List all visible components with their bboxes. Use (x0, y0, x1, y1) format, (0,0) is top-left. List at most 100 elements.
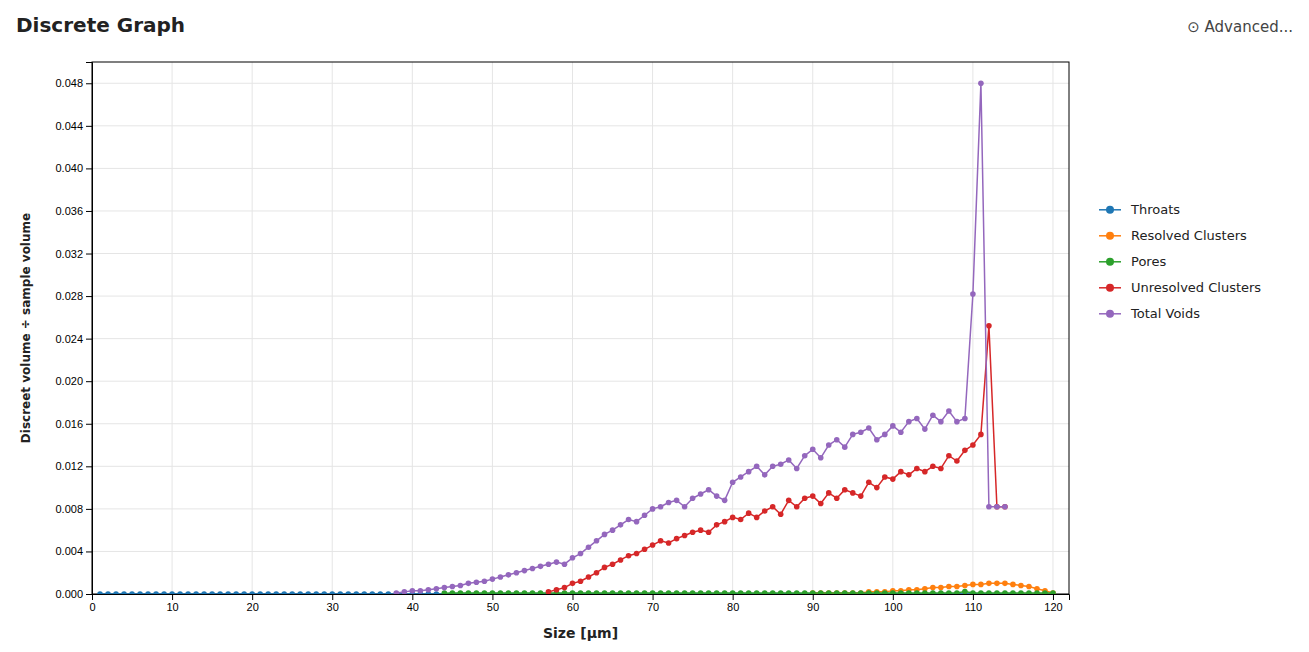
x-tick: 100 (884, 594, 902, 613)
y-tick-mark (86, 126, 92, 127)
y-tick: 0.020 (55, 375, 92, 387)
point (850, 490, 856, 496)
point (450, 591, 456, 594)
point (1002, 581, 1008, 587)
point (994, 590, 1000, 594)
point (826, 442, 832, 448)
point (1010, 590, 1016, 594)
point (762, 590, 768, 594)
point (898, 429, 904, 435)
point (962, 448, 968, 454)
point (626, 553, 632, 559)
point (514, 590, 520, 594)
point (257, 591, 263, 594)
point (418, 588, 424, 594)
y-axis-line (86, 63, 93, 595)
y-tick-mark (86, 551, 92, 552)
x-tick-label: 110 (965, 601, 983, 613)
x-tick: 20 (247, 594, 259, 613)
point (610, 527, 616, 533)
point (842, 590, 848, 594)
series-line (548, 326, 1004, 592)
point (970, 590, 976, 594)
point (105, 591, 111, 594)
point (658, 538, 664, 544)
point (778, 461, 784, 467)
y-tick-label: 0.016 (55, 418, 83, 430)
point (946, 408, 952, 414)
point (442, 590, 448, 594)
legend-item: Resolved Clusters (1099, 228, 1247, 243)
point (1026, 590, 1032, 594)
point (866, 425, 872, 431)
point (1034, 590, 1040, 594)
grid-line-y (92, 168, 1069, 169)
point (1042, 590, 1048, 594)
point (786, 498, 792, 504)
point (938, 419, 944, 425)
y-tick-label: 0.008 (55, 503, 83, 515)
point (193, 591, 199, 594)
point (442, 585, 448, 591)
point (954, 584, 960, 590)
point (394, 590, 400, 594)
point (786, 457, 792, 463)
point (265, 591, 271, 594)
point (938, 466, 944, 472)
point (570, 590, 576, 594)
point (922, 469, 928, 475)
point (113, 591, 119, 594)
point (738, 517, 744, 523)
x-tick-mark (492, 594, 493, 600)
point (345, 591, 351, 594)
point (842, 590, 848, 594)
point (722, 519, 728, 525)
point (946, 453, 952, 459)
point (650, 542, 656, 548)
chart: Discrete Graph⊙ Advanced...0102030405060… (0, 0, 1309, 652)
y-tick-mark (86, 211, 92, 212)
point (1010, 582, 1016, 588)
grid-line-x (252, 62, 253, 594)
point (514, 570, 520, 576)
point (642, 547, 648, 553)
point (353, 591, 359, 594)
point (866, 590, 872, 594)
point (698, 590, 704, 594)
grid-line-y (92, 210, 1069, 211)
point (666, 590, 672, 594)
point (978, 80, 984, 86)
point (185, 591, 191, 594)
point (730, 590, 736, 594)
y-tick-label: 0.004 (55, 545, 83, 557)
point (602, 532, 608, 538)
point (682, 533, 688, 539)
point (530, 566, 536, 572)
series (394, 80, 1008, 594)
point (153, 591, 159, 594)
legend-swatch-marker (1106, 310, 1114, 318)
point (674, 590, 680, 594)
x-tick-mark (252, 594, 253, 600)
x-tick: 70 (647, 594, 659, 613)
point (994, 504, 1000, 510)
point (946, 590, 952, 594)
x-tick: 120 (1044, 594, 1062, 613)
point (714, 493, 720, 499)
point (890, 423, 896, 429)
point (570, 581, 576, 587)
point (930, 412, 936, 418)
grid-line-x (972, 62, 973, 594)
legend-swatch-marker (1106, 232, 1114, 240)
point (602, 590, 608, 594)
x-tick-mark (332, 594, 333, 600)
point (249, 591, 255, 594)
point (698, 527, 704, 533)
point (986, 590, 992, 594)
point (337, 591, 343, 594)
point (634, 519, 640, 525)
y-tick-mark (86, 339, 92, 340)
x-tick: 30 (327, 594, 339, 613)
point (650, 590, 656, 594)
x-tick-label: 40 (407, 601, 419, 613)
